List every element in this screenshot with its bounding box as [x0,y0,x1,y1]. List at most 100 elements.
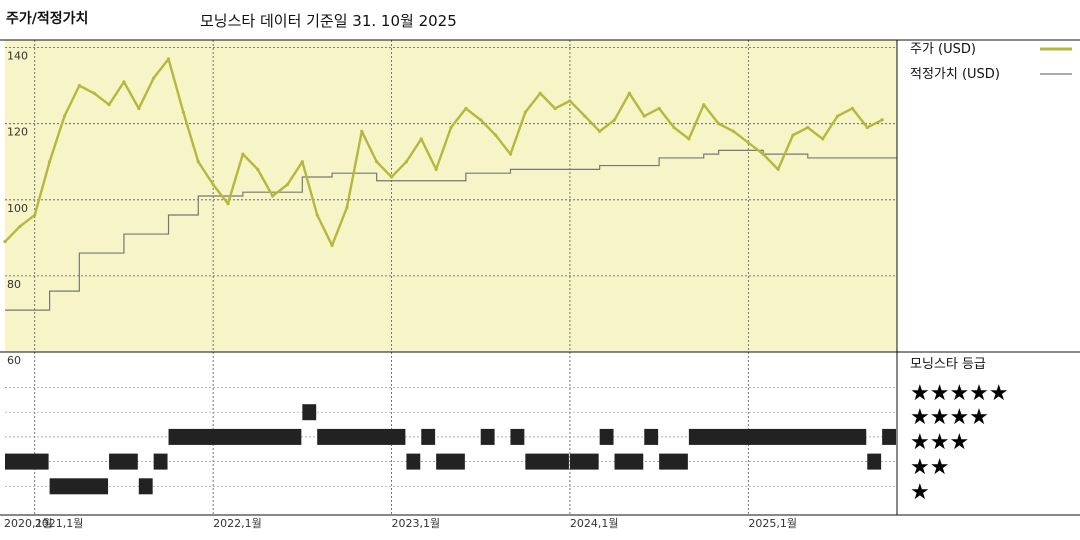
price-point [731,129,736,133]
price-point [449,125,453,130]
rating-bar-2-stars [569,453,599,470]
x-tick-label-0: 2020,1월 [4,517,53,530]
y-tick-label-120: 120 [7,126,28,139]
rating-layer [5,404,896,495]
price-point [389,175,394,179]
price-point [181,110,185,114]
price-point [360,129,364,133]
rating-bar-2-stars [109,453,138,470]
price-point [107,103,111,107]
price-point [166,57,171,61]
price-point [806,125,810,130]
price-point [92,91,96,95]
x-tick-label-2: 2022,1월 [213,517,262,530]
price-point [241,152,245,156]
price-point [821,137,825,141]
price-point [880,118,884,122]
rating-level-2-stars: ★★ [910,455,949,480]
rating-level-4-stars: ★★★★ [910,405,989,430]
rating-bar-2-stars [867,453,882,470]
price-point [523,110,527,114]
price-point [18,224,22,229]
price-point [315,213,319,217]
rating-bar-1-stars [138,478,153,495]
price-point [48,160,52,164]
price-point [761,152,765,156]
y-tick-label-60: 60 [7,354,21,367]
price-point [77,84,81,88]
x-tick-label-1: 2021,1월 [35,517,84,530]
price-point [702,103,706,107]
rating-bar-3-stars [480,428,495,445]
rating-bar-3-stars [510,428,525,445]
price-point [598,129,602,133]
rating-bar-2-stars [525,453,569,470]
price-point [256,167,260,171]
legend-price-label: 주가 (USD) [910,42,976,57]
price-point [850,106,855,111]
x-tick-label-5: 2025,1월 [748,517,797,530]
rating-bar-2-stars [406,453,421,470]
rating-bar-3-stars [644,428,659,445]
price-point [300,160,304,164]
x-tick-label-4: 2024,1월 [570,517,619,530]
grid-layer [5,40,897,515]
rating-bar-3-stars [317,428,406,445]
rating-bar-2-stars [5,453,49,470]
price-point [672,125,676,130]
rating-bar-4-stars [302,404,317,421]
price-point [122,80,126,84]
data-date-subtitle: 모닝스타 데이터 기준일 31. 10월 2025 [200,12,457,30]
legend-fair-value-label: 적정가치 (USD) [910,67,1000,82]
price-point [419,137,423,141]
chart-title: 주가/적정가치 [6,11,89,27]
rating-bar-2-stars [659,453,688,470]
price-point [137,106,141,111]
price-point [152,76,156,80]
price-point [33,213,37,217]
price-point [746,141,750,145]
price-point [612,118,617,122]
price-point [583,114,587,118]
rating-level-3-stars: ★★★ [910,430,969,455]
price-point [508,152,513,156]
price-point [553,106,557,111]
price-point [345,205,349,210]
rating-bar-3-stars [882,428,896,445]
price-point [271,194,275,198]
price-point [791,133,795,137]
price-point [538,91,542,95]
price-point [196,160,200,164]
rating-bar-3-stars [599,428,614,445]
price-point [62,114,67,118]
price-point [211,182,215,187]
rating-bar-2-stars [436,453,465,470]
price-point [375,160,379,164]
price-point [464,106,468,111]
rating-bar-3-stars [688,428,867,445]
price-point [226,202,230,206]
series-layer [3,57,897,311]
price-point [865,125,869,130]
price-point [687,137,691,141]
fair-value-line [5,149,897,311]
rating-level-1-star: ★ [910,480,930,505]
price-line [4,57,883,247]
rating-bar-2-stars [153,453,168,470]
price-point [835,114,840,118]
price-point [404,160,408,164]
rating-title: 모닝스타 등급 [910,357,986,372]
rating-level-5-stars: ★★★★★ [910,381,1009,406]
price-point [627,91,632,95]
price-point [657,106,661,111]
rating-bar-2-stars [614,453,644,470]
price-point [479,118,483,122]
price-point [330,243,334,248]
price-point [642,114,646,118]
rating-bar-1-stars [49,478,109,495]
y-tick-label-140: 140 [7,50,28,63]
price-point [494,133,498,137]
x-tick-label-3: 2023,1월 [392,517,441,530]
